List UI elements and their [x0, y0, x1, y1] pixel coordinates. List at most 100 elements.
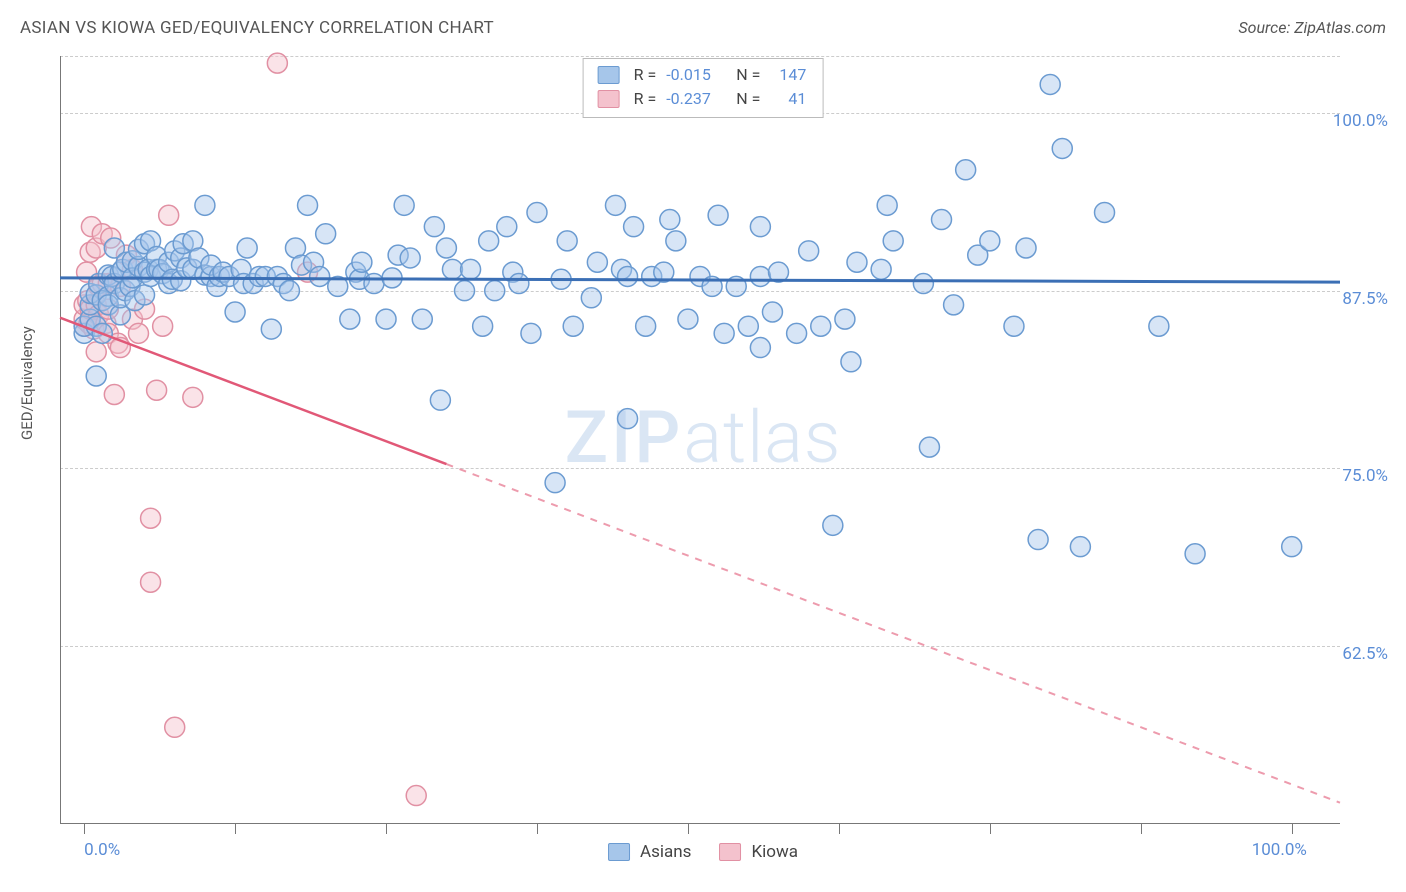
asians-point	[400, 248, 420, 268]
asians-point	[605, 195, 625, 215]
asians-point	[714, 323, 734, 343]
asians-point	[738, 316, 758, 336]
asians-point	[436, 238, 456, 258]
asians-point	[376, 309, 396, 329]
y-tick-label: 75.0%	[1342, 466, 1388, 486]
x-tick	[688, 824, 689, 834]
asians-point	[1282, 537, 1302, 557]
kiowa-point	[141, 572, 161, 592]
x-tick-label: 0.0%	[84, 840, 120, 860]
asians-point	[877, 195, 897, 215]
asians-point	[473, 316, 493, 336]
asians-point	[485, 281, 505, 301]
x-tick-label: 100.0%	[1252, 840, 1307, 860]
asians-swatch-icon	[598, 66, 620, 84]
asians-point	[521, 323, 541, 343]
asians-point	[442, 259, 462, 279]
asians-point	[708, 205, 728, 225]
asians-point	[980, 231, 1000, 251]
asians-point	[364, 274, 384, 294]
kiowa-point	[183, 387, 203, 407]
asians-point	[279, 281, 299, 301]
asians-point	[225, 302, 245, 322]
y-axis-label: GED/Equivalency	[18, 326, 36, 440]
r-label: R =	[634, 87, 657, 111]
asians-point	[919, 437, 939, 457]
asians-point	[316, 224, 336, 244]
asians-point	[587, 252, 607, 272]
asians-r-value: -0.015	[666, 63, 722, 87]
asians-point	[545, 473, 565, 493]
kiowa-trendline-dashed	[446, 464, 1340, 803]
asians-point	[660, 210, 680, 230]
asians-point	[618, 409, 638, 429]
kiowa-point	[147, 380, 167, 400]
asians-point	[86, 366, 106, 386]
asians-point	[841, 352, 861, 372]
asians-point	[835, 309, 855, 329]
legend-item-asians: Asians	[608, 842, 691, 862]
y-tick-label: 87.5%	[1342, 289, 1388, 309]
kiowa-r-value: -0.237	[666, 87, 722, 111]
asians-point	[1040, 74, 1060, 94]
asians-point	[750, 266, 770, 286]
y-tick-label: 62.5%	[1342, 644, 1388, 664]
asians-point	[932, 210, 952, 230]
asians-point	[883, 231, 903, 251]
asians-point	[787, 323, 807, 343]
asians-point	[1052, 138, 1072, 158]
n-label: N =	[736, 63, 760, 87]
kiowa-swatch-icon	[719, 843, 741, 861]
kiowa-point	[267, 53, 287, 73]
asians-point	[455, 281, 475, 301]
asians-point	[461, 259, 481, 279]
asians-point	[563, 316, 583, 336]
kiowa-n-value: 41	[770, 87, 806, 111]
asians-point	[847, 252, 867, 272]
x-tick	[990, 824, 991, 834]
r-label: R =	[634, 63, 657, 87]
asians-point	[956, 160, 976, 180]
scatter-chart	[60, 56, 1340, 824]
n-label: N =	[736, 87, 760, 111]
kiowa-swatch-icon	[598, 90, 620, 108]
kiowa-point	[128, 323, 148, 343]
asians-point	[944, 295, 964, 315]
asians-point	[624, 217, 644, 237]
asians-point	[750, 338, 770, 358]
asians-point	[497, 217, 517, 237]
asians-point	[750, 217, 770, 237]
asians-point	[135, 285, 155, 305]
x-tick	[84, 824, 85, 834]
asians-point	[1070, 537, 1090, 557]
asians-point	[424, 217, 444, 237]
asians-point	[479, 231, 499, 251]
asians-point	[1149, 316, 1169, 336]
asians-point	[913, 274, 933, 294]
asians-point	[762, 302, 782, 322]
asians-point	[340, 309, 360, 329]
asians-point	[394, 195, 414, 215]
legend-label: Asians	[640, 842, 691, 862]
kiowa-point	[104, 384, 124, 404]
kiowa-point	[153, 316, 173, 336]
kiowa-point	[165, 717, 185, 737]
x-tick	[386, 824, 387, 834]
asians-point	[352, 252, 372, 272]
asians-point	[811, 316, 831, 336]
chart-source: Source: ZipAtlas.com	[1238, 18, 1386, 37]
asians-point	[1185, 544, 1205, 564]
asians-point	[261, 319, 281, 339]
stats-row-kiowa: R = -0.237 N = 41	[598, 87, 807, 111]
stats-row-asians: R =-0.015N =147	[598, 63, 807, 87]
kiowa-point	[141, 508, 161, 528]
asians-point	[636, 316, 656, 336]
asians-point	[195, 195, 215, 215]
asians-point	[1095, 202, 1115, 222]
legend-item-kiowa: Kiowa	[719, 842, 798, 862]
asians-point	[618, 266, 638, 286]
asians-point	[823, 515, 843, 535]
kiowa-point	[159, 205, 179, 225]
asians-point	[310, 266, 330, 286]
asians-point	[799, 241, 819, 261]
